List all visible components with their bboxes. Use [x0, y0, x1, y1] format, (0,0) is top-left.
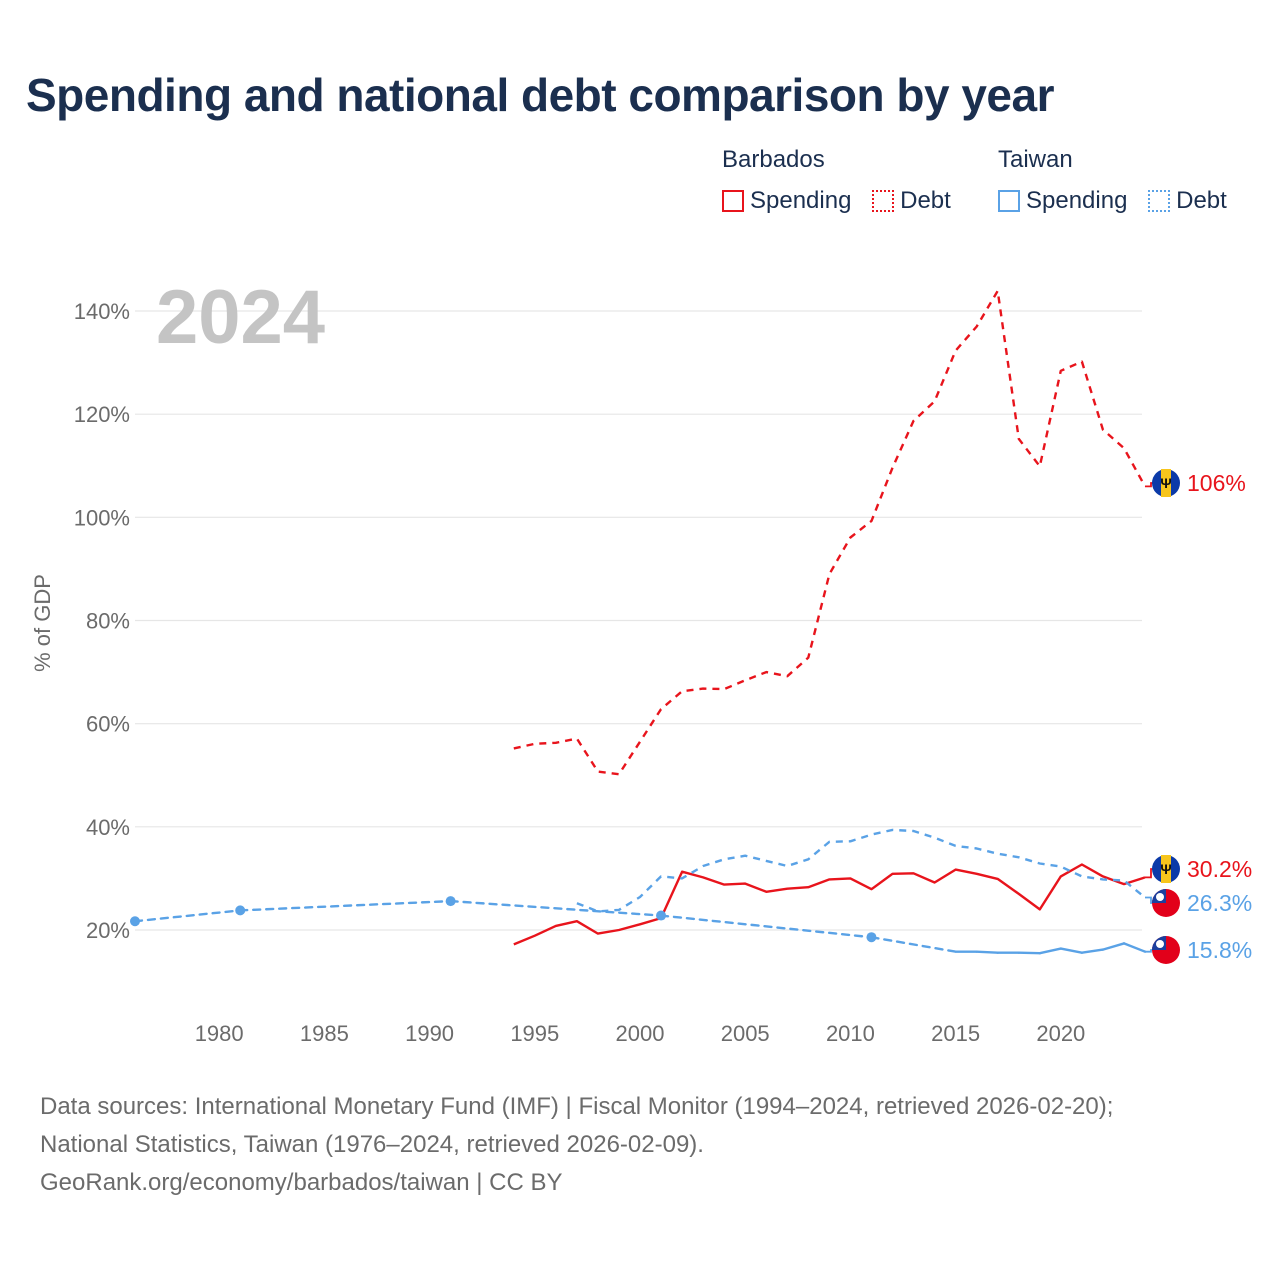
legend-swatch-solid: [998, 190, 1020, 212]
legend-label: Spending: [1026, 187, 1128, 214]
legend-swatch-solid: [722, 190, 744, 212]
legend-swatch-dotted: [872, 190, 895, 212]
x-tick-label: 2010: [826, 1021, 875, 1046]
legend-group-name: Barbados: [722, 146, 825, 173]
taiwan-spending-segment: [1080, 948, 1105, 954]
legend-taiwan-spending[interactable]: Spending: [998, 187, 1127, 215]
taiwan-debt-connector: [1145, 896, 1153, 904]
year-watermark: 2024: [156, 275, 325, 360]
legend-taiwan-debt[interactable]: Debt: [1148, 187, 1227, 215]
legend-label: Spending: [750, 187, 852, 214]
series-layer: [130, 289, 1147, 955]
y-tick-label: 100%: [74, 505, 130, 530]
taiwan-spending-marker: [445, 896, 456, 907]
legend-group-taiwan: Taiwan Spending Debt: [998, 145, 1241, 219]
footer-attribution: GeoRank.org/economy/barbados/taiwan | CC…: [40, 1169, 563, 1196]
taiwan-spending-segment: [1101, 942, 1126, 951]
barbados-debt-line: [513, 289, 1147, 776]
barbados-spending-connector: [1145, 868, 1153, 879]
y-tick-label: 60%: [86, 712, 130, 737]
barbados-flag-icon: Ψ: [1152, 469, 1180, 497]
y-tick-label: 120%: [74, 402, 130, 427]
svg-text:Ψ: Ψ: [1160, 861, 1171, 877]
taiwan-spending-connector: [1145, 949, 1153, 953]
taiwan-spending-marker: [656, 910, 667, 921]
barbados-flag-icon: Ψ: [1152, 855, 1180, 883]
taiwan-spending-end-label: 15.8%: [1187, 937, 1252, 963]
x-tick-label: 1985: [300, 1021, 349, 1046]
taiwan-debt-line: [576, 828, 1146, 913]
x-tick-label: 1980: [195, 1021, 244, 1046]
taiwan-debt-end-label: 26.3%: [1187, 890, 1252, 916]
taiwan-flag-icon: [1152, 889, 1180, 917]
legend-label: Debt: [1176, 187, 1227, 214]
x-tick-label: 2015: [931, 1021, 980, 1046]
grid-layer: 20% 40% 60% 80% 100% 120% 140% 1980 1985 1990 1995…: [74, 299, 1142, 1046]
chart-title: Spending and national debt comparison by…: [26, 69, 1055, 121]
taiwan-spending-segment: [975, 950, 999, 954]
taiwan-spending-segment: [1122, 942, 1147, 953]
taiwan-spending-segment: [449, 899, 663, 917]
barbados-spending-end-label: 30.2%: [1187, 856, 1252, 882]
legend-group-barbados: Barbados Spending Debt: [722, 145, 965, 219]
taiwan-spending-marker: [130, 916, 140, 927]
y-tick-label: 140%: [74, 299, 130, 324]
footer-sources-line2: National Statistics, Taiwan (1976–2024, …: [40, 1131, 704, 1158]
taiwan-spending-segment: [870, 936, 957, 953]
taiwan-spending-marker: [866, 932, 877, 943]
legend-swatch-dotted: [1148, 190, 1171, 212]
legend-label: Debt: [900, 187, 951, 214]
x-tick-label: 1995: [510, 1021, 559, 1046]
y-tick-label: 40%: [86, 815, 130, 840]
x-tick-label: 2020: [1036, 1021, 1085, 1046]
legend-group-name: Taiwan: [998, 146, 1073, 173]
taiwan-spending-segment: [1038, 947, 1063, 955]
legend-barbados-spending[interactable]: Spending: [722, 187, 851, 215]
footer: Data sources: International Monetary Fun…: [40, 1088, 1113, 1202]
y-tick-label: 20%: [86, 918, 130, 943]
taiwan-spending-segment: [133, 909, 242, 923]
svg-text:Ψ: Ψ: [1160, 475, 1171, 491]
taiwan-spending-segment: [659, 914, 873, 939]
legend-barbados-debt[interactable]: Debt: [872, 187, 951, 215]
y-tick-label: 80%: [86, 609, 130, 634]
x-tick-label: 1990: [405, 1021, 454, 1046]
barbados-debt-end-label: 106%: [1187, 470, 1246, 496]
label-layer: Ψ 106% Ψ 30.2% 26.3% 15.8%: [1145, 469, 1252, 964]
taiwan-spending-segment: [1017, 951, 1041, 955]
barbados-debt-connector: [1145, 482, 1153, 488]
taiwan-spending-marker: [235, 905, 246, 916]
footer-sources-line1: Data sources: International Monetary Fun…: [40, 1093, 1114, 1120]
barbados-spending-line: [513, 863, 1146, 946]
taiwan-flag-icon: [1152, 936, 1180, 964]
x-tick-label: 2000: [616, 1021, 665, 1046]
y-axis-label: % of GDP: [30, 574, 55, 672]
taiwan-spending-segment: [1059, 947, 1084, 954]
chart-plot: 20% 40% 60% 80% 100% 120% 140% 1980 1985 1990 1995…: [30, 275, 1252, 1046]
x-tick-label: 2005: [721, 1021, 770, 1046]
taiwan-spending-segment: [239, 899, 452, 912]
